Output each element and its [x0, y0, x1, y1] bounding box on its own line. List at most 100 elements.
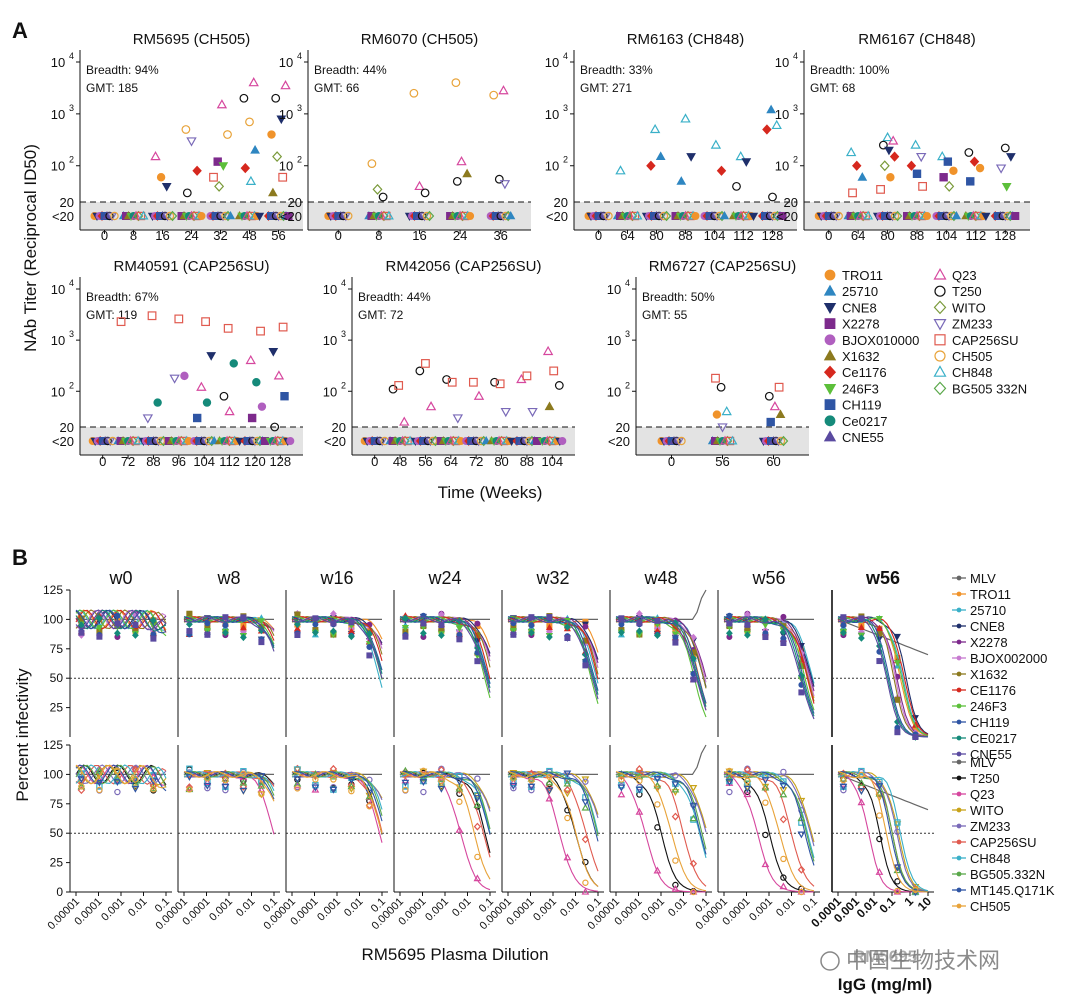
- curve-MT145.Q171K: [291, 771, 383, 822]
- below-detection-marker: [496, 435, 507, 447]
- data-point-CH505: [245, 117, 254, 127]
- below-detection-marker: [778, 211, 787, 220]
- legend-a-marker: [933, 319, 947, 331]
- legend-a-label: CH119: [842, 398, 882, 413]
- data-point-25710: [250, 144, 260, 154]
- curve-marker-246F3: [455, 625, 463, 632]
- data-point-CAP256SU: [918, 181, 927, 191]
- below-detection-marker: [834, 211, 843, 221]
- x-tick-label: 48: [242, 228, 256, 243]
- data-point-Q23: [887, 135, 899, 145]
- legend-b-marker: [956, 575, 962, 581]
- curve-marker-CE0217: [437, 631, 445, 639]
- y-tick-label-20: 20: [288, 195, 302, 210]
- curve-marker-T250: [654, 824, 661, 831]
- y-tick-label: 10: [545, 55, 559, 70]
- curve-marker-MT145.Q171K: [401, 779, 410, 787]
- curve-marker-CNE55: [528, 614, 535, 621]
- legend-a-label: Ce1176: [842, 365, 887, 380]
- data-point-TRO11: [949, 166, 958, 175]
- plot-title: RM6727 (CAP256SU): [649, 258, 797, 275]
- plot-title: RM42056 (CAP256SU): [386, 258, 542, 275]
- below-detection-marker: [558, 436, 567, 445]
- curve-marker-MT145.Q171K: [347, 776, 356, 784]
- curve-marker-CAP256SU: [185, 783, 194, 792]
- legend-a-marker: [934, 285, 946, 297]
- below-detection-marker: [105, 211, 114, 221]
- data-point-CH848: [245, 175, 257, 185]
- curve-marker-CNE55: [546, 614, 553, 621]
- data-point-WITO: [272, 151, 283, 163]
- curve-BG505.332N: [615, 771, 707, 850]
- wechat-icon: [820, 951, 840, 971]
- curve-marker-CNE55: [330, 620, 337, 627]
- curve-CNE55: [399, 616, 491, 693]
- below-detection-marker: [858, 210, 868, 222]
- below-detection-marker: [863, 210, 874, 220]
- below-detection-marker: [659, 211, 669, 221]
- x-tick-label: 128: [994, 228, 1016, 243]
- curve-marker-MT145.Q171K: [95, 779, 104, 787]
- y-tick-label-20: 20: [784, 195, 798, 210]
- curve-MT145.Q171K: [399, 771, 491, 835]
- x-tick-label: 104: [193, 454, 215, 469]
- legend-b-label: TRO11: [970, 587, 1011, 602]
- curve-marker-Q23: [635, 807, 644, 815]
- data-point-Ce1176: [852, 160, 862, 171]
- legend-a-label: TRO11: [842, 268, 883, 283]
- legend-a-marker: [823, 302, 837, 314]
- curve-marker-246F3: [671, 631, 679, 638]
- curve-MT145.Q171K: [837, 771, 929, 893]
- panel-b-cell: [609, 589, 712, 737]
- curve-marker-MT145.Q171K: [761, 777, 770, 785]
- data-point-CH848: [649, 123, 661, 134]
- legend-b-label: CH505: [970, 899, 1010, 914]
- curve-marker-BG505.332N: [563, 779, 572, 787]
- y-tick-label: 100: [43, 612, 63, 626]
- x-tick-label: 0: [335, 228, 342, 243]
- data-point-X1632: [268, 187, 278, 197]
- curve-marker-CH505: [798, 888, 805, 896]
- curve-marker-BG505.332N: [95, 766, 104, 774]
- legend-b-label: ZM233: [970, 819, 1010, 834]
- x-tick-label: 0.001: [531, 896, 559, 924]
- panel-a-ylabel: NAb Titer (Reciprocal ID50): [21, 144, 40, 352]
- curve-marker-CNE55: [258, 639, 265, 646]
- legend-b-label: WITO: [970, 803, 1004, 818]
- legend-a-label: CH505: [952, 349, 992, 364]
- legend-b-label: Q23: [970, 787, 995, 802]
- curve-marker-CE0217: [545, 633, 553, 641]
- curve-marker-CH505: [564, 814, 571, 822]
- curve-marker-CNE55: [150, 635, 157, 642]
- curve-marker-MT145.Q171K: [779, 782, 788, 790]
- below-detection-marker: [382, 211, 391, 221]
- legend-a-marker: [933, 268, 947, 280]
- legend-b-marker: [956, 887, 962, 893]
- data-point-CAP256SU: [774, 382, 784, 392]
- data-point-T250: [964, 148, 974, 157]
- below-detection-marker: [428, 436, 438, 446]
- y-tick-label-below: <20: [52, 209, 74, 224]
- data-point-T250: [1000, 143, 1010, 153]
- gmt-label: GMT: 119: [86, 308, 137, 322]
- curve-marker-BG505.332N: [779, 790, 788, 798]
- curve-marker-ZM233: [474, 775, 481, 782]
- y-tick-label: 10: [607, 282, 621, 297]
- curve-MT145.Q171K: [183, 771, 275, 800]
- curve-marker-MT145.Q171K: [185, 774, 194, 781]
- below-detection-marker: [776, 436, 786, 446]
- plot-title: RM40591 (CAP256SU): [114, 258, 270, 275]
- curve-marker-MT145.Q171K: [473, 795, 482, 802]
- below-detection-marker: [383, 210, 394, 220]
- curve-marker-MT145.Q171K: [419, 779, 428, 787]
- data-point-CH848: [771, 119, 782, 130]
- data-point-CH505: [367, 159, 377, 168]
- panel-a-plot-RM6070: 10 4 10 3 10 2 20<20 RM6070 (CH505) Breadth: 44%…: [279, 31, 531, 243]
- curve-marker-Q23: [617, 790, 626, 798]
- breadth-label: Breadth: 44%: [314, 63, 387, 77]
- x-tick-label: 0.01: [558, 896, 582, 920]
- data-point-CAP256SU: [174, 314, 184, 324]
- curve-MLV: [837, 618, 929, 656]
- x-tick-label: 88: [678, 228, 692, 243]
